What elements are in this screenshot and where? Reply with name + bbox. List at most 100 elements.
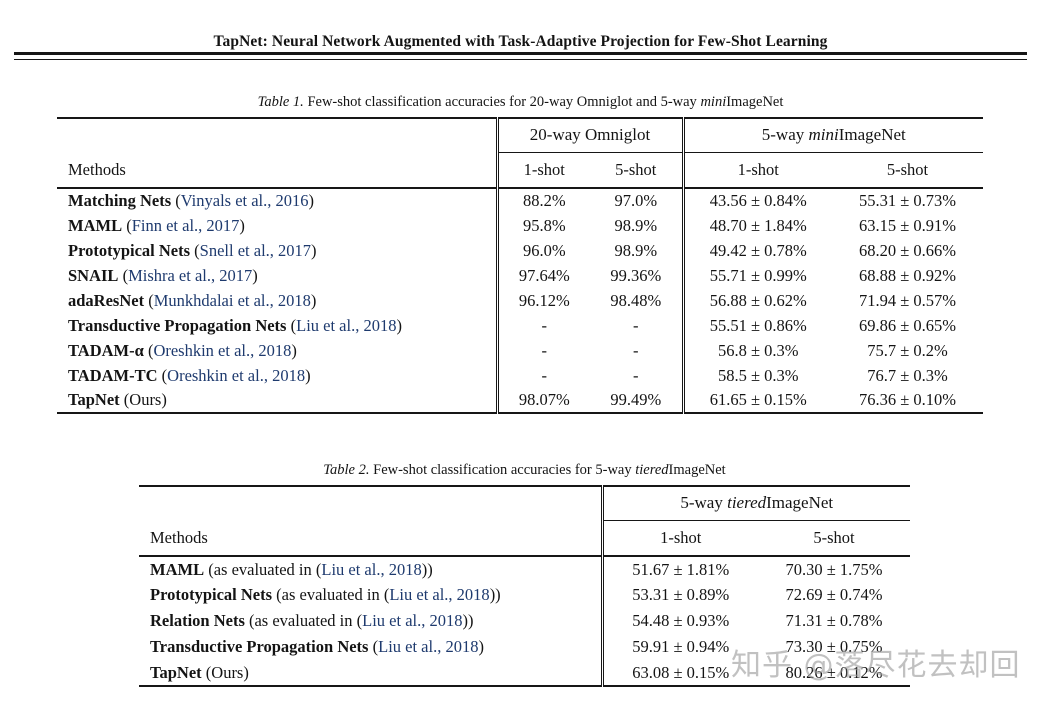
value-cell: 76.36 ± 0.10% [858,390,957,409]
table-row: Relation Nets (as evaluated in (Liu et a… [139,608,910,634]
value-cell: 70.30 ± 1.75% [785,559,883,579]
value-cell: 99.49% [610,390,662,409]
method-paren-close: ) [310,290,317,310]
method-paren-close: )) [421,559,433,579]
method-cell: adaResNet (Munkhdalai et al., 2018) [57,288,497,313]
method-cell: Transductive Propagation Nets (Liu et al… [57,313,497,338]
value-cell: 71.94 ± 0.57% [858,290,957,310]
method-name: TADAM-α [68,340,144,360]
method-name: Transductive Propagation Nets [150,637,369,656]
value-cell: 75.7 ± 0.2% [867,340,948,360]
method-paren-close: ) [239,215,245,235]
table1-header-om-1shot: 1-shot [495,152,590,189]
method-name: SNAIL [68,265,119,285]
table-row: Matching Nets (Vinyals et al., 2016) 88.… [57,188,983,213]
zhihu-watermark: 知乎 @落尽花去却回 [731,648,1021,683]
table1-header-om-5shot: 5-shot [590,152,683,189]
table2-header-5shot: 5-shot [758,520,911,557]
citation-link[interactable]: Oreshkin et al., 2018 [153,340,292,360]
method-cell: Relation Nets (as evaluated in (Liu et a… [139,608,602,634]
title-rule-thick [14,52,1027,55]
citation-link[interactable]: Liu et al., 2018 [362,611,463,630]
table1-group-miniimagenet: 5-way miniImageNet [681,118,983,153]
table1-group-mini-em: mini [808,125,839,145]
table1-shots-header-row: Methods 1-shot 5-shot 1-shot 5-shot [57,152,983,189]
title-rule-thin [14,59,1027,60]
method-paren-close: )) [462,611,474,630]
method-paren: ( [368,637,379,656]
value-cell: - [633,340,639,360]
citation-link[interactable]: Liu et al., 2018 [321,559,422,579]
method-paren-close: ) [396,315,402,335]
table-row: MAML (Finn et al., 2017) 95.8% 98.9% 48.… [57,213,983,238]
value-cell: 55.71 ± 0.99% [681,263,832,288]
value-cell: 97.0% [614,191,658,210]
method-paren: (Ours) [119,390,167,409]
value-cell: 68.88 ± 0.92% [858,265,957,285]
citation-link[interactable]: Vinyals et al., 2016 [180,191,309,210]
table-row: TADAM-TC (Oreshkin et al., 2018) - - 58.… [57,363,983,388]
value-cell: 97.64% [495,263,590,288]
table1-corner-spacer [57,118,497,152]
method-paren: (as evaluated in ( [272,585,390,604]
method-paren: (as evaluated in ( [204,559,322,579]
table2-group-post: ImageNet [766,493,834,513]
method-cell: Prototypical Nets (Snell et al., 2017) [57,238,497,263]
value-cell: 63.08 ± 0.15% [600,660,758,686]
citation-link[interactable]: Munkhdalai et al., 2018 [153,290,311,310]
method-paren: ( [118,265,129,285]
method-paren: (as evaluated in ( [244,611,363,630]
method-name: MAML [150,559,205,579]
method-paren: ( [122,215,132,235]
method-cell: TapNet (Ours) [57,388,497,413]
method-name: Relation Nets [150,611,245,630]
value-cell: 58.5 ± 0.3% [681,363,832,388]
table-row: Transductive Propagation Nets (Liu et al… [139,634,910,660]
method-name: TapNet [150,662,202,682]
method-paren-close: ) [252,265,258,285]
table2-caption: Table 2. Few-shot classification accurac… [139,462,910,479]
method-cell: Prototypical Nets (as evaluated in (Liu … [139,582,602,608]
value-cell: 71.31 ± 0.78% [785,611,883,630]
value-cell: 98.9% [614,240,658,260]
table1-methods-header: Methods [57,152,497,189]
method-cell: Transductive Propagation Nets (Liu et al… [139,634,602,660]
value-cell: 99.36% [610,265,662,285]
method-paren-close: ) [291,340,297,360]
method-paren: ( [171,191,181,210]
table-row: MAML (as evaluated in (Liu et al., 2018)… [139,556,910,582]
citation-link[interactable]: Liu et al., 2018 [378,637,479,656]
method-cell: MAML (Finn et al., 2017) [57,213,497,238]
table-row: Prototypical Nets (as evaluated in (Liu … [139,582,910,608]
method-name: TADAM-TC [68,365,158,385]
citation-link[interactable]: Oreshkin et al., 2018 [167,365,306,385]
method-paren-close: ) [478,637,484,656]
citation-link[interactable]: Liu et al., 2018 [389,585,490,604]
method-name: MAML [68,215,123,235]
value-cell: 96.12% [495,288,590,313]
table1: 20-way Omniglot 5-way miniImageNet Metho… [57,117,983,414]
value-cell: 69.86 ± 0.65% [858,315,957,335]
table1-group-header-row: 20-way Omniglot 5-way miniImageNet [57,118,983,153]
table2-group-em: tiered [727,493,767,513]
value-cell: 96.0% [495,238,590,263]
citation-link[interactable]: Liu et al., 2018 [296,315,397,335]
method-cell: TADAM-TC (Oreshkin et al., 2018) [57,363,497,388]
citation-link[interactable]: Finn et al., 2017 [131,215,240,235]
table2: 5-way tieredImageNet Methods 1-shot 5-sh… [139,485,911,687]
table-row: TapNet (Ours) 98.07% 99.49% 61.65 ± 0.15… [57,388,983,413]
table2-caption-text: Few-shot classification accuracies for 5… [369,462,636,478]
table1-caption-text: Few-shot classification accuracies for 2… [303,94,701,110]
method-paren: ( [144,290,154,310]
value-cell: 88.2% [495,188,590,213]
table2-caption-tail: ImageNet [668,462,726,478]
method-paren: (Ours) [201,662,249,682]
method-name: Prototypical Nets [68,240,191,260]
table-row: Prototypical Nets (Snell et al., 2017) 9… [57,238,983,263]
value-cell: 43.56 ± 0.84% [681,188,832,213]
citation-link[interactable]: Mishra et al., 2017 [128,265,253,285]
table2-methods-header: Methods [139,520,602,557]
value-cell: - [495,363,590,388]
table1-group-mini-post: ImageNet [838,125,906,145]
citation-link[interactable]: Snell et al., 2017 [199,240,312,260]
